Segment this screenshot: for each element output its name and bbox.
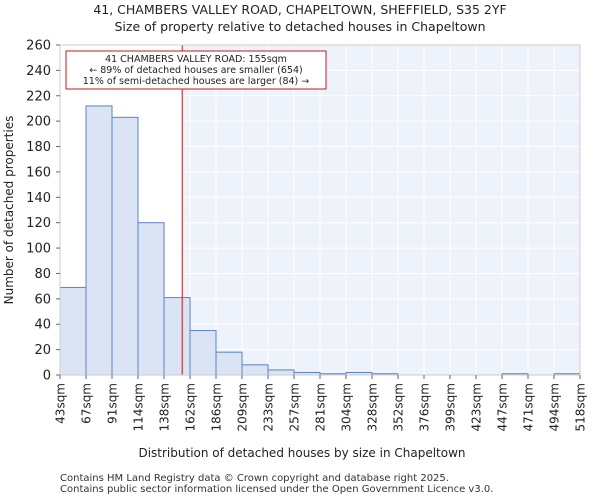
x-tick-label: 304sqm — [340, 383, 354, 431]
x-tick-label: 233sqm — [262, 383, 276, 431]
x-tick-label: 423sqm — [470, 383, 484, 431]
y-tick-label: 220 — [26, 89, 51, 104]
y-tick-label: 160 — [26, 165, 51, 180]
bar — [241, 364, 269, 376]
x-tick-label: 67sqm — [80, 383, 94, 424]
larger-houses-shading — [182, 45, 580, 375]
y-tick-label: 240 — [26, 64, 51, 79]
bar — [137, 222, 165, 376]
x-tick-label: 447sqm — [496, 383, 510, 431]
x-tick-label: 91sqm — [106, 383, 120, 424]
y-axis-ticks: 0 20 40 60 80 100 120 140 160 180 200 220 240 260 — [26, 39, 60, 384]
bar — [85, 105, 113, 376]
x-axis-label: Distribution of detached houses by size … — [138, 446, 465, 460]
annotation-line3: 11% of semi-detached houses are larger (… — [83, 76, 310, 87]
annotation-line1: 41 CHAMBERS VALLEY ROAD: 155sqm — [105, 54, 287, 65]
bar — [163, 297, 191, 376]
bar — [267, 369, 295, 376]
x-tick-label: 43sqm — [54, 383, 68, 424]
x-tick-label: 138sqm — [158, 383, 172, 431]
footer-line1: Contains HM Land Registry data © Crown c… — [60, 473, 449, 484]
chart-title-line1: 41, CHAMBERS VALLEY ROAD, CHAPELTOWN, SH… — [93, 2, 506, 17]
y-tick-label: 40 — [34, 318, 51, 333]
y-tick-label: 0 — [43, 369, 51, 384]
x-tick-label: 518sqm — [574, 383, 588, 431]
y-tick-label: 120 — [26, 216, 51, 231]
x-tick-label: 281sqm — [314, 383, 328, 431]
x-tick-label: 209sqm — [236, 383, 250, 431]
y-tick-label: 80 — [34, 267, 51, 282]
bar — [111, 116, 139, 376]
x-tick-label: 186sqm — [210, 383, 224, 431]
annotation-box: 41 CHAMBERS VALLEY ROAD: 155sqm ← 89% of… — [65, 50, 327, 90]
x-tick-label: 328sqm — [366, 383, 380, 431]
y-tick-label: 100 — [26, 242, 51, 257]
x-tick-label: 471sqm — [522, 383, 536, 431]
y-tick-label: 140 — [26, 191, 51, 206]
x-tick-label: 114sqm — [132, 383, 146, 431]
x-tick-label: 162sqm — [184, 383, 198, 431]
y-tick-label: 260 — [26, 39, 51, 54]
y-tick-label: 60 — [34, 292, 51, 307]
x-axis-ticks: 43sqm 67sqm 91sqm 114sqm 138sqm 162sqm 186sqm 2… — [54, 375, 588, 431]
bars — [59, 105, 581, 376]
chart-title-line2: Size of property relative to detached ho… — [114, 19, 485, 34]
x-tick-label: 376sqm — [418, 383, 432, 431]
y-tick-label: 180 — [26, 140, 51, 155]
bar — [189, 330, 217, 376]
y-axis-label: Number of detached properties — [2, 116, 16, 305]
x-tick-label: 494sqm — [548, 383, 562, 431]
bar — [215, 351, 243, 376]
x-tick-label: 399sqm — [444, 383, 458, 431]
bar — [59, 286, 87, 376]
x-tick-label: 352sqm — [392, 383, 406, 431]
footer-line2: Contains public sector information licen… — [60, 484, 494, 495]
y-tick-label: 200 — [26, 115, 51, 130]
y-tick-label: 20 — [34, 343, 51, 358]
annotation-line2: ← 89% of detached houses are smaller (65… — [89, 65, 302, 76]
x-tick-label: 257sqm — [288, 383, 302, 431]
